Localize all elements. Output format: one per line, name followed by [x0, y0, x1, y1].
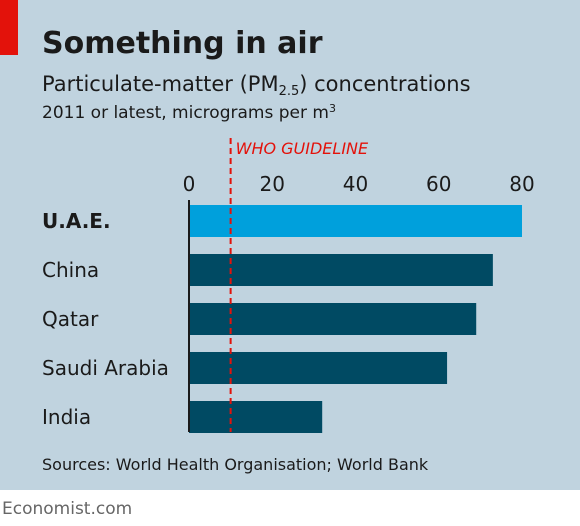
chart-title: Something in air — [42, 26, 323, 61]
bar-qatar — [189, 303, 477, 335]
x-tick-label-80: 80 — [509, 172, 534, 196]
x-tick-label-0: 0 — [183, 172, 196, 196]
category-labels: U.A.E. China Qatar Saudi Arabia India — [42, 209, 169, 429]
units-superscript: 3 — [328, 102, 336, 115]
category-label-saudi-arabia: Saudi Arabia — [42, 356, 169, 380]
bars — [189, 205, 522, 433]
bar-saudi-arabia — [189, 352, 448, 384]
chart-units: 2011 or latest, micrograms per m3 — [42, 102, 336, 123]
bar-india — [189, 401, 323, 433]
source-note: Sources: World Health Organisation; Worl… — [42, 455, 429, 474]
bar-u-a-e — [189, 205, 522, 237]
brand-tab — [0, 0, 18, 55]
bar-china — [189, 254, 493, 286]
bar-chart: 0 20 40 60 80 U.A.E. China Qatar Saudi Arabia In… — [42, 138, 535, 433]
x-axis-ticks: 0 20 40 60 80 — [183, 172, 535, 196]
category-label-qatar: Qatar — [42, 307, 99, 331]
category-label-india: India — [42, 405, 91, 429]
category-label-u-a-e: U.A.E. — [42, 209, 111, 233]
subtitle-subscript: 2.5 — [278, 84, 300, 99]
x-tick-label-20: 20 — [260, 172, 285, 196]
x-tick-label-40: 40 — [343, 172, 368, 196]
brand-label: Economist.com — [2, 499, 133, 519]
subtitle-text-end: ) concentrations — [299, 72, 471, 96]
category-label-china: China — [42, 258, 99, 282]
subtitle-text: Particulate-matter (PM — [42, 72, 279, 96]
who-guideline-label: WHO GUIDELINE — [236, 139, 369, 158]
x-tick-label-60: 60 — [426, 172, 451, 196]
units-text: 2011 or latest, micrograms per m — [42, 103, 329, 123]
chart-subtitle: Particulate-matter (PM2.5) concentration… — [42, 72, 471, 99]
